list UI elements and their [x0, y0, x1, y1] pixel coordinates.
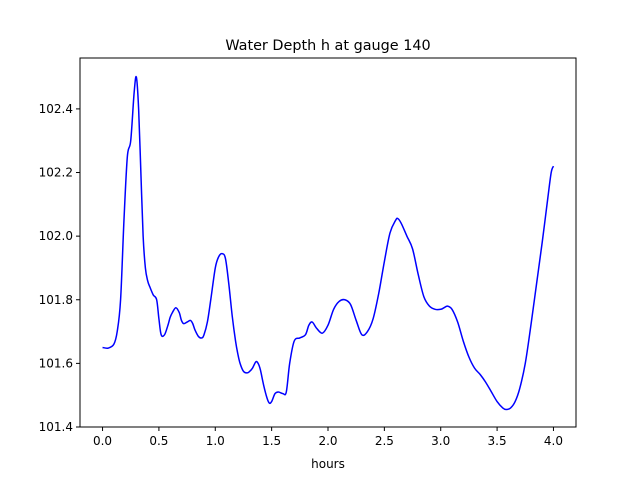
chart-title: Water Depth h at gauge 140	[225, 38, 430, 54]
x-axis-ticks: 0.0 0.5 1.0 1.5 2.0 2.5 3.0 3.5 4.0	[93, 427, 563, 448]
y-tick-label: 101.6	[39, 356, 73, 370]
series-group	[102, 75, 555, 411]
x-tick-label: 2.0	[318, 434, 337, 448]
x-tick-label: 0.0	[93, 434, 112, 448]
x-tick-label: 1.5	[262, 434, 281, 448]
y-tick-label: 101.4	[39, 420, 73, 434]
x-tick-label: 0.5	[149, 434, 168, 448]
y-tick-label: 102.4	[39, 102, 73, 116]
x-tick-label: 2.5	[375, 434, 394, 448]
y-axis-ticks: 101.4 101.6 101.8 102.0 102.2 102.4	[39, 102, 80, 434]
y-tick-label: 102.2	[39, 166, 73, 180]
plot-area	[80, 58, 576, 427]
y-tick-label: 101.8	[39, 293, 73, 307]
x-tick-label: 3.0	[431, 434, 450, 448]
series-line	[102, 75, 555, 411]
x-tick-label: 3.5	[488, 434, 507, 448]
plot-frame	[79, 57, 577, 428]
x-tick-label: 1.0	[206, 434, 225, 448]
y-tick-label: 102.0	[39, 229, 73, 243]
x-axis-label: hours	[311, 457, 345, 471]
x-tick-label: 4.0	[544, 434, 563, 448]
